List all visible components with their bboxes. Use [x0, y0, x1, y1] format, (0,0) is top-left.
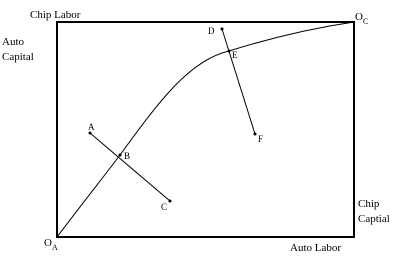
origin-subscript: A [52, 243, 58, 252]
top-label: Chip Labor [30, 9, 81, 21]
point-label: D [208, 26, 215, 36]
contract-curve [56, 21, 355, 238]
point [88, 131, 92, 135]
origin-letter: O [355, 11, 363, 23]
point-label: C [161, 202, 167, 212]
point [168, 199, 172, 203]
point-label: A [88, 122, 95, 132]
bottom-label: Auto Labor [290, 242, 341, 254]
origin-subscript: C [363, 17, 368, 26]
price-line [89, 132, 171, 202]
right-label: Captial [358, 213, 390, 225]
point-label: E [232, 50, 238, 60]
point [220, 27, 224, 31]
origin-letter: O [44, 237, 52, 249]
point-label: F [258, 134, 263, 144]
point [227, 49, 231, 53]
left-label: Auto [2, 36, 25, 48]
left-label: Capital [2, 51, 34, 63]
origin-label: OA [44, 237, 58, 252]
price-line [221, 28, 256, 135]
origin-label: OC [355, 11, 368, 26]
point-label: B [124, 151, 130, 161]
box [56, 21, 355, 238]
right-label: Chip [358, 198, 380, 210]
point [118, 153, 122, 157]
point [253, 132, 257, 136]
points [88, 27, 257, 203]
